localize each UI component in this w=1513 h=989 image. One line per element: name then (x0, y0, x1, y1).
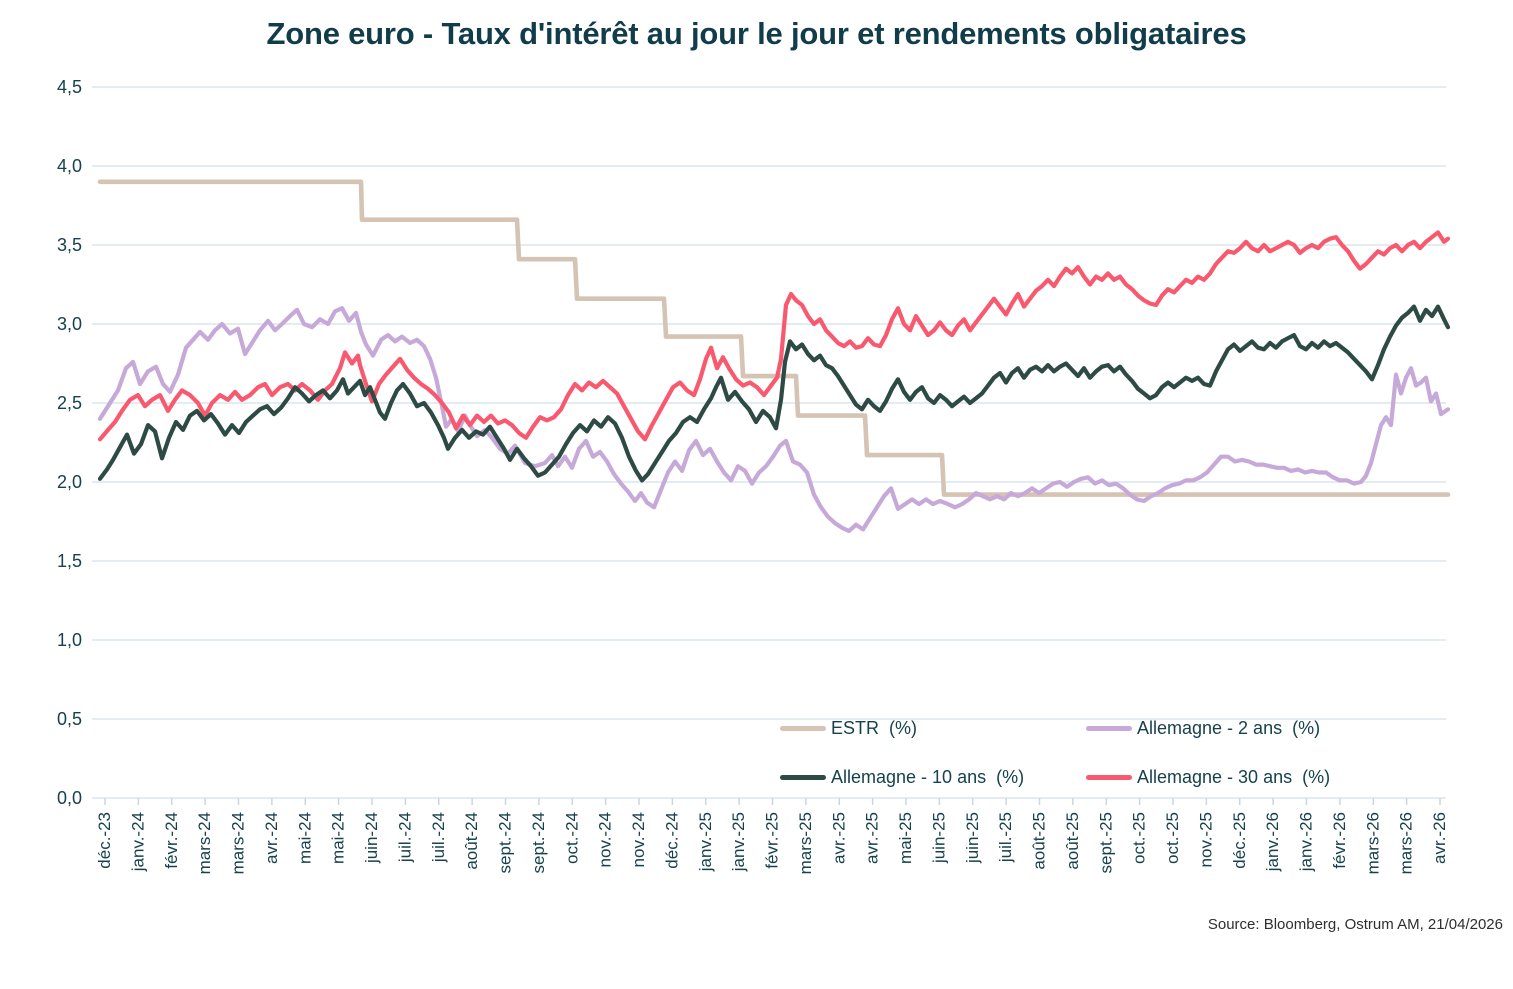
source-caption: Source: Bloomberg, Ostrum AM, 21/04/2026 (1207, 916, 1503, 933)
x-tick-label: janv.-26 (1297, 812, 1316, 872)
x-tick-label: juil.-24 (429, 812, 448, 863)
x-tick-label: févr.-26 (1330, 812, 1349, 869)
x-tick-label: nov.-25 (1196, 812, 1215, 867)
x-tick-label: mai-24 (329, 812, 348, 864)
x-tick-label: avr.-25 (863, 812, 882, 864)
x-tick-label: mars-24 (229, 812, 248, 874)
chart-title: Zone euro - Taux d'intérêt au jour le jo… (266, 16, 1247, 51)
x-tick-label: juin-25 (963, 812, 982, 864)
x-tick-label: sept.-25 (1096, 812, 1115, 873)
x-tick-label: avr.-24 (262, 812, 281, 864)
x-tick-label: nov.-24 (596, 812, 615, 867)
series-line-allemagne-2-ans (97, 306, 1451, 534)
x-tick-label: août-25 (1063, 812, 1082, 870)
x-tick-label: déc.-25 (1230, 812, 1249, 869)
x-tick-label: août-24 (462, 812, 481, 870)
x-tick-label: août-25 (1030, 812, 1049, 870)
x-tick-label: avr.-26 (1430, 812, 1449, 864)
y-tick-label: 1,5 (57, 551, 82, 571)
y-tick-label: 1,0 (57, 630, 82, 650)
x-tick-label: janv.-25 (696, 812, 715, 872)
x-tick-label: mai-24 (295, 812, 314, 864)
y-tick-label: 2,0 (57, 472, 82, 492)
x-tick-label: févr.-24 (162, 812, 181, 869)
x-tick-label: sept.-24 (496, 812, 515, 873)
x-tick-label: juil.-24 (395, 812, 414, 863)
series-line-estr (97, 179, 1451, 497)
y-tick-label: 0,0 (57, 788, 82, 808)
y-tick-label: 4,0 (57, 156, 82, 176)
x-tick-label: janv.-25 (729, 812, 748, 872)
series-line-allemagne-30-ans (97, 230, 1451, 442)
x-tick-label: mars-26 (1397, 812, 1416, 874)
x-tick-label: déc.-24 (662, 812, 681, 869)
y-tick-label: 0,5 (57, 709, 82, 729)
x-tick-label: nov.-24 (629, 812, 648, 867)
series-line-allemagne-10-ans (97, 304, 1451, 483)
x-tick-label: mars-26 (1363, 812, 1382, 874)
x-tick-label: janv.-24 (128, 812, 147, 872)
x-tick-label: juil.-25 (996, 812, 1015, 863)
x-tick-label: oct.-24 (562, 812, 581, 864)
y-tick-label: 4,5 (57, 77, 82, 97)
x-tick-label: mars-24 (195, 812, 214, 874)
x-tick-label: avr.-25 (829, 812, 848, 864)
x-tick-label: mai-25 (896, 812, 915, 864)
y-tick-label: 3,5 (57, 235, 82, 255)
x-tick-label: mars-25 (796, 812, 815, 874)
x-tick-label: févr.-25 (763, 812, 782, 869)
x-tick-label: juin-24 (362, 812, 381, 864)
x-tick-label: sept.-24 (529, 812, 548, 873)
y-tick-label: 2,5 (57, 393, 82, 413)
x-tick-label: janv.-26 (1263, 812, 1282, 872)
x-tick-label: oct.-25 (1130, 812, 1149, 864)
y-tick-label: 3,0 (57, 314, 82, 334)
x-tick-label: juin-25 (929, 812, 948, 864)
x-tick-label: déc.-23 (95, 812, 114, 869)
x-tick-label: oct.-25 (1163, 812, 1182, 864)
